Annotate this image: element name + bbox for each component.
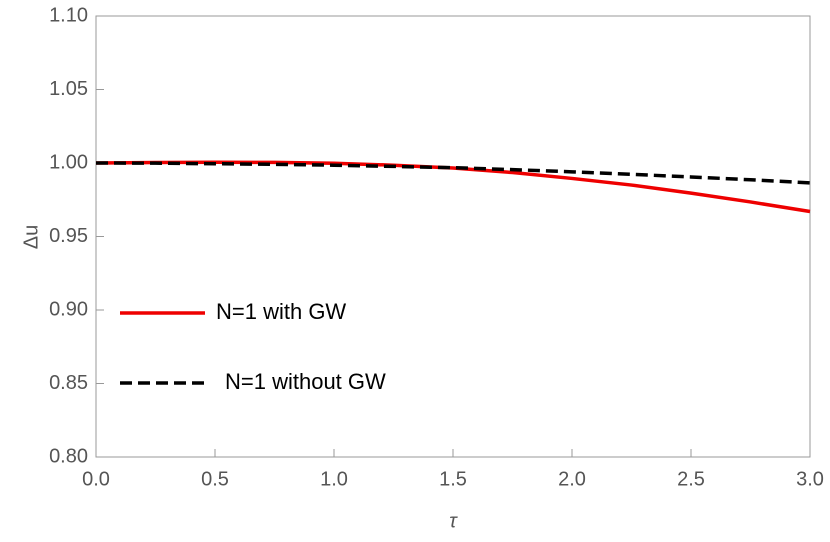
y-tick-label: 1.10	[49, 4, 88, 26]
plot-frame	[95, 15, 811, 458]
x-tick-label: 1.0	[320, 468, 348, 490]
x-axis-label: τ	[449, 510, 458, 532]
line-series	[95, 160, 811, 214]
x-tick-label: 2.0	[558, 468, 586, 490]
legend-label: N=1 with GW	[216, 299, 346, 324]
x-tick-label: 0.5	[201, 468, 229, 490]
x-tick-label: 2.5	[677, 468, 705, 490]
line-series	[95, 161, 811, 185]
y-axis-label: Δu	[20, 225, 42, 249]
x-tick-label: 0.0	[82, 468, 110, 490]
x-tick-label: 1.5	[439, 468, 467, 490]
y-tick-label: 0.95	[49, 225, 88, 247]
x-tick-label: 3.0	[796, 468, 824, 490]
y-tick-label: 0.85	[49, 372, 88, 394]
y-tick-label: 0.80	[49, 445, 88, 467]
y-tick-label: 0.90	[49, 298, 88, 320]
y-tick-label: 1.05	[49, 78, 88, 100]
y-tick-label: 1.00	[49, 151, 88, 173]
legend-label: N=1 without GW	[225, 369, 386, 394]
